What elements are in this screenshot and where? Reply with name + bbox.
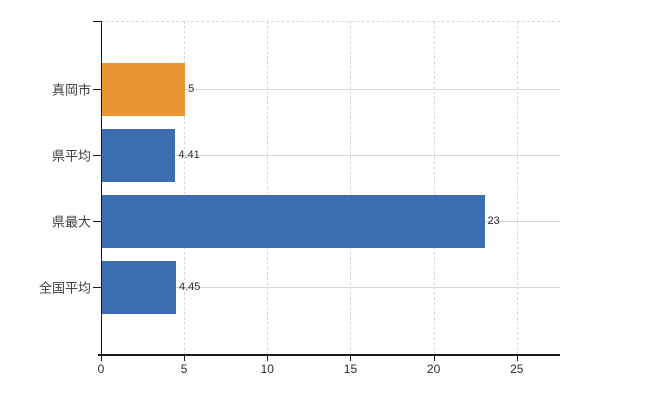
bar-1 (102, 62, 186, 116)
y-axis-tick (93, 89, 101, 90)
category-label: 県最大 (51, 214, 91, 230)
x-axis (98, 354, 560, 356)
x-axis-tick-label: 25 (510, 362, 524, 376)
vertical-gridline (433, 21, 435, 355)
vertical-gridline (184, 21, 186, 355)
category-label: 全国平均 (38, 280, 91, 296)
bar-value-label: 4.45 (179, 281, 201, 293)
y-axis (101, 21, 102, 355)
x-axis-tick (184, 356, 186, 361)
bar-value-label: 4.41 (178, 149, 200, 161)
vertical-gridline (516, 21, 518, 355)
x-axis-tick (433, 356, 435, 361)
category-label: 真岡市 (51, 82, 91, 98)
bar-2 (102, 128, 176, 182)
y-axis-tick (93, 155, 101, 156)
horizontal-gridline (101, 89, 560, 90)
x-axis-tick-label: 15 (343, 362, 358, 376)
category-label: 県平均 (51, 148, 91, 164)
y-axis-tick (93, 287, 101, 288)
bar-4 (102, 260, 176, 314)
x-axis-tick (267, 356, 269, 361)
x-axis-tick-label: 5 (180, 362, 188, 376)
horizontal-gridline (101, 287, 560, 288)
x-axis-tick-label: 0 (97, 362, 105, 376)
bar-value-label: 5 (188, 83, 195, 95)
x-axis-tick-label: 10 (260, 362, 274, 376)
y-axis-top-tick (93, 21, 101, 22)
plot-top-gridline (101, 21, 560, 22)
x-axis-tick (516, 356, 518, 361)
horizontal-gridline (101, 155, 560, 156)
vertical-gridline (350, 21, 352, 355)
bar-3 (102, 194, 485, 248)
x-axis-tick (101, 356, 102, 361)
x-axis-tick (350, 356, 352, 361)
bar-value-label: 23 (487, 215, 500, 227)
vertical-gridline (267, 21, 269, 355)
plot-area: 5 4.41 23 4.45 (101, 21, 560, 355)
x-axis-tick-label: 20 (426, 362, 441, 376)
y-axis-tick (93, 221, 101, 222)
